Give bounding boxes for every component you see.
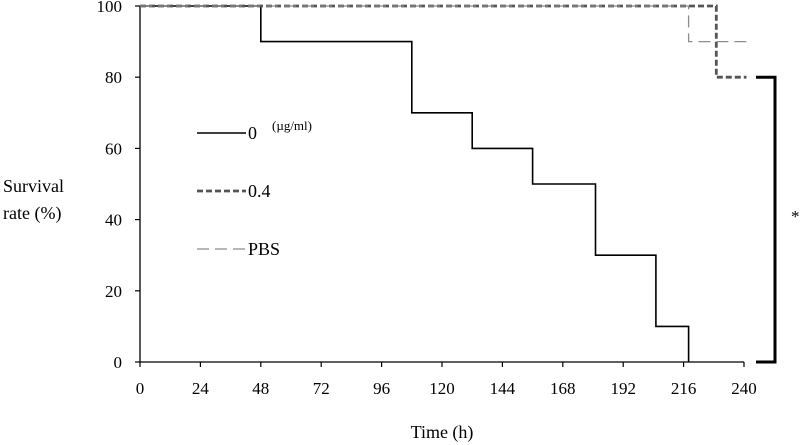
x-tick-label: 192 [610,379,636,398]
legend-unit-label: (µg/ml) [272,118,312,133]
y-tick-label: 100 [97,0,123,16]
series-line-0 [140,5,690,362]
series-line-pbs [140,5,749,43]
significance-asterisk: * [791,207,800,226]
x-tick-label: 144 [490,379,516,398]
significance-annotation: * [756,75,800,364]
y-axis-title-line-1: Survival [3,176,64,196]
x-tick-label: 120 [429,379,455,398]
series-lines [140,4,749,362]
y-tick-label: 0 [114,353,123,372]
axes: 0 24 48 72 96 120 144 168 192 216 240 0 20 40 60 80 100 [97,0,757,398]
y-tick-label: 60 [105,139,122,158]
series-line-0-4 [140,4,747,79]
y-tick-label: 80 [105,68,122,87]
x-tick-label: 216 [671,379,697,398]
x-tick-label: 48 [252,379,269,398]
x-tick-label: 24 [192,379,210,398]
legend-label: 0.4 [248,181,271,201]
y-axis-title-line-2: rate (%) [3,203,61,224]
x-tick-label: 96 [373,379,390,398]
legend: 0 0.4 PBS (µg/ml) [197,118,312,259]
x-tick-label: 240 [731,379,757,398]
legend-label: PBS [248,239,280,259]
legend-label: 0 [248,123,257,143]
x-tick-label: 72 [313,379,330,398]
x-axis-title: Time (h) [411,422,474,443]
significance-bracket [756,75,777,364]
x-tick-label: 0 [136,379,145,398]
y-tick-label: 40 [105,211,122,230]
x-tick-label: 168 [550,379,576,398]
y-tick-label: 20 [105,282,122,301]
